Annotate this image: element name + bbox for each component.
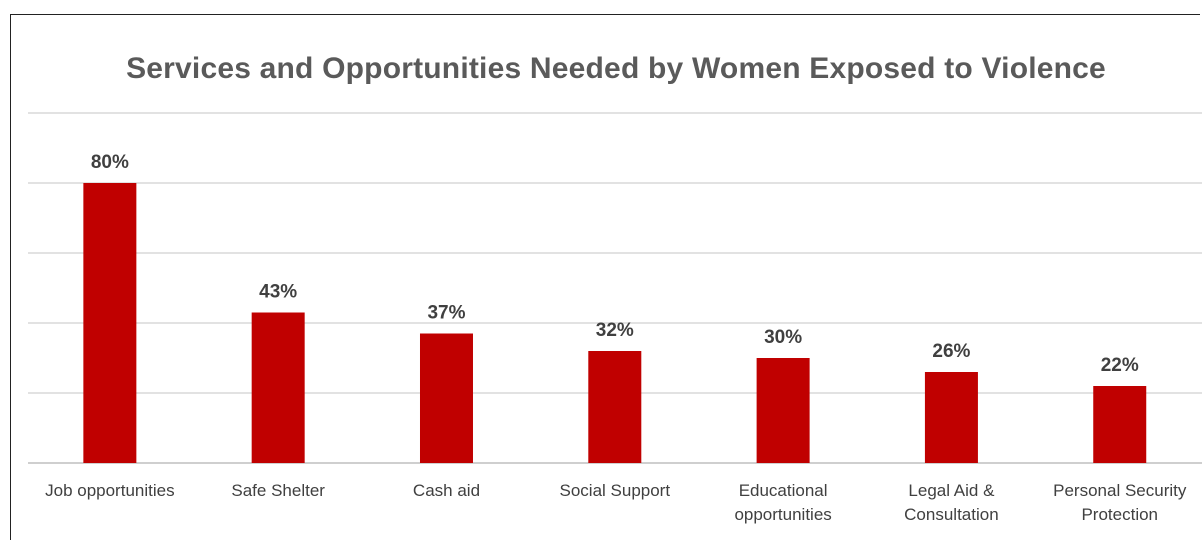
bar: [419, 333, 473, 463]
chart-title: Services and Opportunities Needed by Wom…: [126, 52, 1106, 85]
category-label: Safe Shelter: [231, 481, 325, 500]
data-label: 22%: [1101, 355, 1139, 376]
data-label: 32%: [596, 320, 634, 341]
category-label: Legal Aid & Consultation: [904, 481, 999, 524]
bar: [588, 351, 642, 463]
bar: [924, 372, 978, 463]
bar: [83, 183, 137, 463]
data-label: 37%: [427, 303, 465, 324]
chart-frame: [10, 14, 1200, 540]
data-label: 30%: [764, 327, 802, 348]
category-label: Social Support: [560, 481, 671, 500]
data-label: 26%: [932, 341, 970, 362]
bar: [756, 358, 810, 463]
bar: [1093, 386, 1147, 463]
category-label: Cash aid: [413, 481, 480, 500]
data-label: 43%: [259, 282, 297, 303]
data-label: 80%: [91, 152, 129, 173]
bar: [251, 312, 305, 463]
category-label: Personal Security Protection: [1053, 481, 1187, 524]
category-label: Job opportunities: [45, 481, 174, 500]
category-label: Educational opportunities: [734, 481, 831, 524]
